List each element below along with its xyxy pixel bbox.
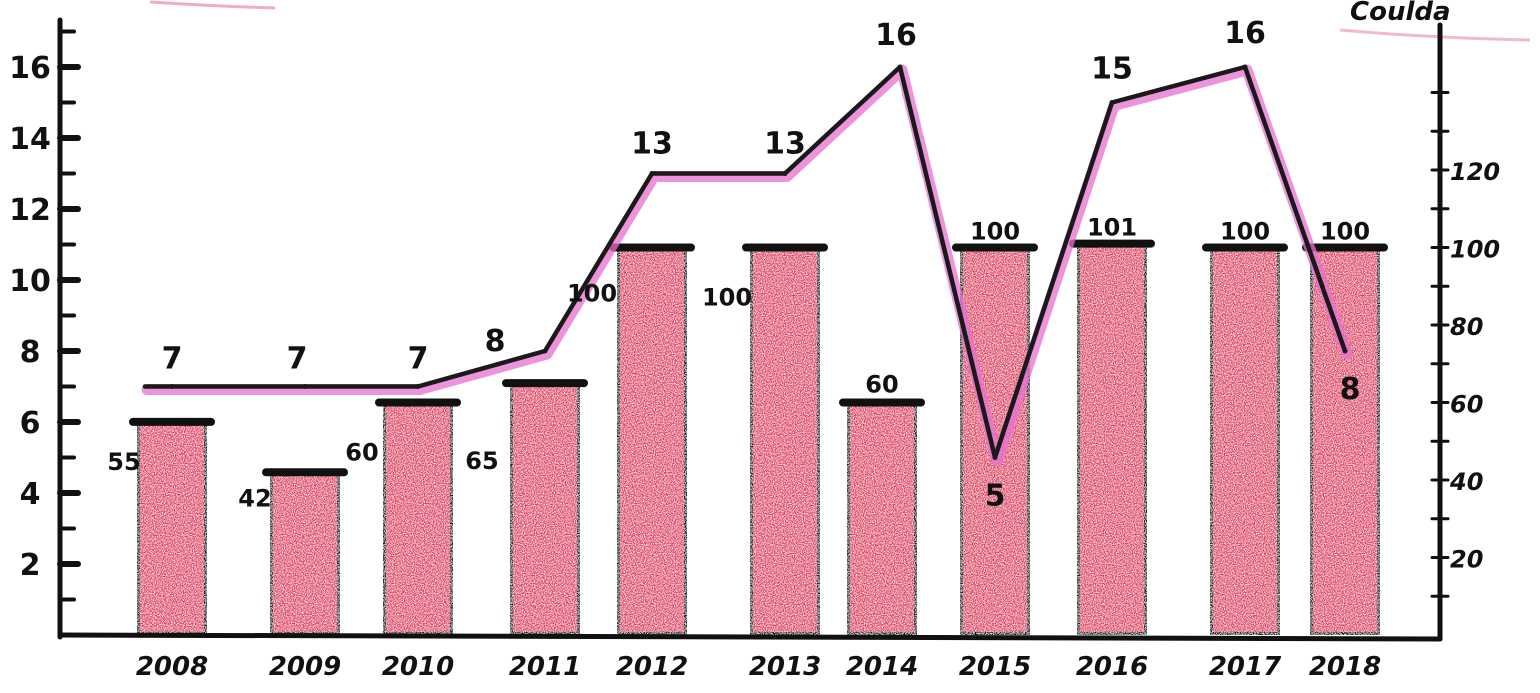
bar-2018: [1307, 244, 1383, 638]
bar-value-label-2015: 100: [970, 218, 1020, 246]
bar-value-label-2014: 60: [865, 371, 898, 399]
bar-value-label-2012: 100: [567, 280, 617, 308]
line-point-2008: [169, 384, 175, 389]
line-point-2010: [415, 384, 421, 389]
left-tick-label-10: 10: [9, 264, 51, 299]
bar-2012: [614, 244, 690, 638]
x-tick-label-2016: 2016: [1076, 652, 1148, 682]
bar-value-label-2009: 42: [238, 484, 271, 512]
left-tick-label-16: 16: [9, 51, 51, 86]
x-tick-label-2010: 2010: [382, 652, 454, 682]
left-tick-label-14: 14: [9, 122, 51, 157]
bar-2008: [134, 418, 210, 638]
x-tick-label-2011: 2011: [509, 652, 581, 682]
line-value-label-2012: 13: [631, 127, 673, 162]
line-point-2011: [542, 348, 548, 354]
bar-2011: [507, 380, 583, 638]
line-value-label-2017: 16: [1224, 16, 1266, 51]
line-glow: [141, 64, 1353, 466]
x-axis-line: [57, 632, 1443, 642]
x-tick-label-2018: 2018: [1309, 652, 1381, 682]
bar-value-label-2018: 100: [1320, 218, 1370, 246]
left-tick-label-6: 6: [20, 406, 41, 441]
right-tick-label-100: 100: [1450, 236, 1500, 264]
x-tick-label-2013: 2013: [749, 652, 821, 682]
line-point-2009: [302, 384, 308, 389]
line-point-2016: [1109, 100, 1115, 105]
x-tick-label-2015: 2015: [959, 652, 1031, 682]
right-tick-label-80: 80: [1450, 313, 1483, 341]
line-point-2015: [992, 455, 998, 460]
right-tick-label-120: 120: [1450, 158, 1500, 186]
axes: 2 4 6 8 10 12 14 16 20 40 60 80 100 120 2008 2009 2010 20…: [9, 17, 1500, 682]
x-tick-label-2009: 2009: [269, 652, 341, 682]
bar-value-label-2013: 100: [702, 284, 752, 312]
corner-text: Coulda: [1350, 0, 1451, 27]
data-labels: 55 42 60 65 100 100 60 100 101 100 100 7 7 7 8 13 13 16 5 1…: [107, 16, 1370, 514]
line-point-2012: [649, 171, 655, 176]
line-value-label-2013: 13: [764, 127, 806, 162]
right-tick-label-60: 60: [1450, 391, 1483, 419]
bar-value-label-2011: 65: [465, 447, 498, 475]
bar-2014: [844, 399, 920, 638]
x-tick-label-2014: 2014: [846, 652, 918, 682]
bar-value-label-2017: 100: [1220, 218, 1270, 246]
line-value-label-2011: 8: [485, 324, 506, 359]
bar-value-label-2016: 101: [1087, 214, 1137, 242]
line-series: [141, 64, 1353, 466]
line-value-label-2009: 7: [287, 342, 308, 377]
right-tick-label-20: 20: [1450, 546, 1483, 574]
bar-series: [129, 239, 1388, 638]
x-tick-label-2017: 2017: [1209, 652, 1282, 682]
line-point-2017: [1242, 64, 1248, 70]
line-point-2018: [1342, 348, 1348, 354]
left-tick-label-2: 2: [20, 548, 41, 583]
bar-2017: [1207, 244, 1283, 638]
line-value-label-2018: 8: [1340, 372, 1361, 407]
right-tick-label-40: 40: [1449, 468, 1483, 496]
x-tick-label-2012: 2012: [616, 652, 688, 682]
bar-2013: [747, 244, 823, 638]
line-value-label-2008: 7: [162, 342, 183, 377]
left-tick-label-8: 8: [20, 335, 41, 370]
x-tick-label-2008: 2008: [136, 652, 208, 682]
bar-value-label-2008: 55: [107, 448, 140, 476]
line-point-2013: [782, 171, 788, 176]
left-tick-label-12: 12: [9, 193, 51, 228]
line-value-label-2014: 16: [875, 18, 917, 53]
top-pink-marks: [149, 0, 1531, 42]
left-tick-label-4: 4: [20, 477, 41, 512]
line-path: [142, 64, 1348, 460]
bar-2009: [267, 469, 343, 638]
line-value-label-2010: 7: [408, 342, 429, 377]
line-point-2014: [897, 64, 903, 70]
bar-value-label-2010: 60: [345, 439, 378, 467]
line-value-label-2015: 5: [985, 479, 1006, 514]
bar-2010: [380, 399, 456, 638]
line-value-label-2016: 15: [1091, 52, 1133, 87]
bar-2016: [1074, 240, 1150, 638]
